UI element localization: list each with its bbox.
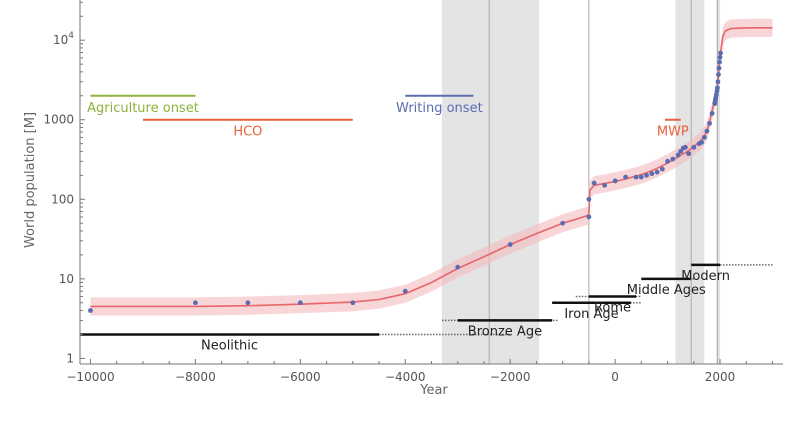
- shaded-region-1: [675, 0, 705, 364]
- data-point: [717, 54, 723, 60]
- y-axis-label: World population [M]: [23, 112, 38, 248]
- data-point: [507, 242, 513, 247]
- x-tick-label: −8000: [175, 370, 216, 384]
- data-point: [654, 169, 660, 175]
- data-point: [245, 300, 251, 306]
- data-point: [707, 120, 712, 126]
- period-label-4: Middle Ages: [627, 283, 706, 298]
- data-point: [586, 214, 592, 220]
- data-point: [716, 65, 722, 71]
- x-tick-label: −2000: [490, 370, 531, 384]
- data-point: [699, 139, 705, 145]
- data-point: [623, 174, 629, 180]
- data-point: [715, 85, 720, 91]
- x-tick-label: 0: [611, 370, 619, 384]
- period-label-1: Bronze Age: [468, 324, 542, 339]
- vertical-reference-lines: [488, 0, 718, 364]
- data-point: [718, 50, 723, 56]
- data-point: [716, 72, 721, 77]
- data-point: [709, 111, 715, 116]
- data-point: [659, 166, 665, 172]
- shaded-region-2: [716, 0, 721, 364]
- data-point: [686, 151, 691, 157]
- x-tick-label: 2000: [705, 370, 736, 384]
- data-point: [665, 158, 670, 164]
- x-tick-label: −6000: [280, 370, 321, 384]
- data-point: [297, 300, 303, 306]
- y-tick-label: 100: [51, 192, 74, 206]
- annotation-label-1: HCO: [233, 125, 262, 140]
- x-axis-label: Year: [419, 383, 448, 398]
- period-label-0: Neolithic: [201, 338, 258, 353]
- data-point: [715, 79, 721, 85]
- annotation-label-2: Writing onset: [396, 101, 483, 116]
- data-point: [691, 144, 697, 150]
- fit-confidence-band: [90, 18, 773, 316]
- data-point: [88, 308, 93, 313]
- shaded-regions: [441, 0, 721, 364]
- data-point: [678, 148, 684, 154]
- data-point: [683, 144, 688, 150]
- annotations: Agriculture onset HCO Writing onset MWP: [87, 94, 689, 140]
- period-label-2: Iron Age: [564, 307, 618, 322]
- data-point: [350, 300, 356, 306]
- axes: −10000 −8000 −6000 −4000 −2000 0 2000 1 10 100 100…: [43, 0, 783, 384]
- data-point: [455, 264, 461, 270]
- data-point: [638, 174, 644, 180]
- data-point: [717, 59, 722, 65]
- data-point: [713, 92, 719, 97]
- data-point: [704, 128, 710, 134]
- y-tick-label: 10: [59, 272, 74, 286]
- data-point: [602, 182, 608, 188]
- data-point: [586, 196, 592, 202]
- y-tick-label: 104: [53, 31, 74, 47]
- data-points: [88, 50, 723, 313]
- data-point: [649, 171, 655, 177]
- annotation-label-3: MWP: [657, 125, 689, 140]
- shaded-region-0: [441, 0, 540, 364]
- data-point: [633, 174, 639, 180]
- data-point: [644, 172, 649, 178]
- data-point: [612, 178, 618, 184]
- y-tick-label: 1: [66, 351, 74, 365]
- y-tick-exponent: 4: [68, 31, 74, 41]
- period-label-3: Rome: [594, 300, 631, 315]
- annotation-label-0: Agriculture onset: [87, 101, 199, 116]
- data-point: [402, 288, 408, 294]
- data-point: [670, 156, 676, 162]
- data-point: [560, 220, 566, 226]
- x-tick-label: −10000: [66, 370, 114, 384]
- data-point: [193, 300, 198, 306]
- data-point: [701, 134, 707, 140]
- x-tick-label: −4000: [385, 370, 426, 384]
- data-point: [591, 180, 597, 186]
- period-label-5: Modern: [681, 269, 730, 284]
- fit-band: [90, 18, 773, 316]
- y-tick-label: 1000: [43, 113, 74, 127]
- data-point: [675, 152, 681, 158]
